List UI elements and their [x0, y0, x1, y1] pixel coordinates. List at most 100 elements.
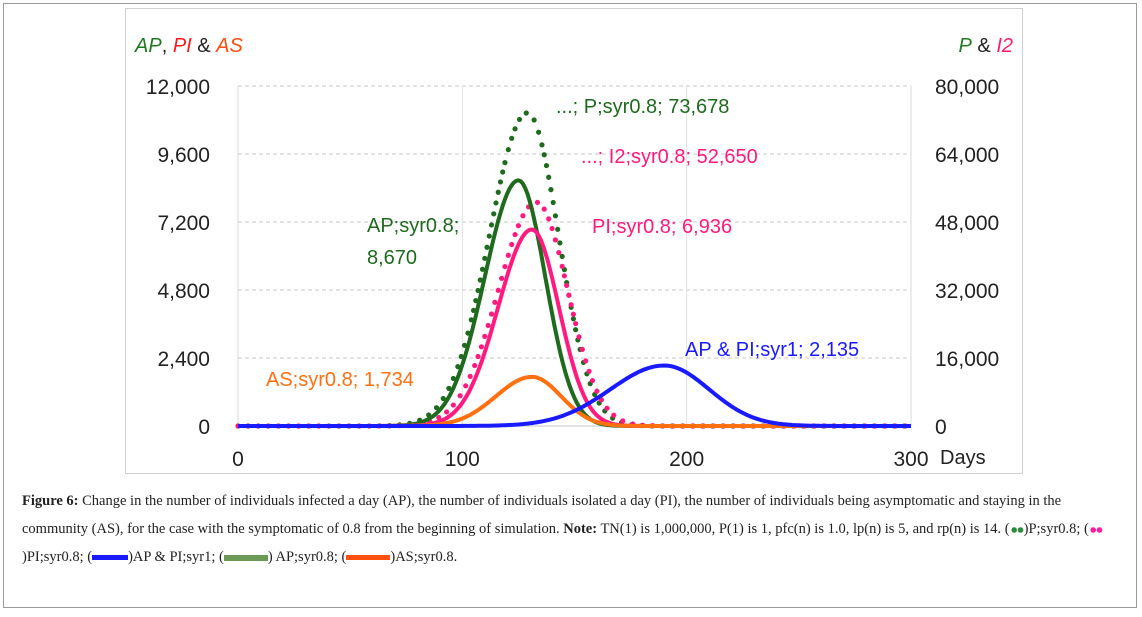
data-point: [611, 412, 617, 418]
data-point: [548, 187, 554, 193]
y-tick-left: 4,800: [157, 280, 210, 303]
data-point: [509, 241, 515, 248]
data-point: [477, 277, 483, 283]
left-axis-title: AP, PI & AS: [134, 35, 244, 57]
data-point: [484, 244, 490, 250]
data-point: [555, 226, 561, 232]
data-point: [512, 126, 518, 132]
caption-text-2: TN(1) is 1,000,000, P(1) is 1, pfc(n) is…: [597, 521, 1010, 537]
data-label-pi: PI;syr0.8; 6,936: [592, 216, 732, 238]
axis-title-part: &: [972, 35, 996, 57]
data-label-ap: AP;syr0.8;: [367, 215, 459, 237]
data-point: [495, 189, 501, 195]
data-point: [488, 222, 495, 228]
figure-frame: [3, 3, 1137, 608]
data-point: [536, 129, 542, 135]
data-point: [492, 299, 498, 305]
data-point: [550, 199, 556, 206]
data-label-p: ...; P;syr0.8; 73,678: [556, 96, 729, 118]
data-point: [497, 179, 504, 185]
data-point: [505, 147, 511, 153]
x-tick: 100: [445, 448, 480, 471]
data-point: [559, 253, 565, 259]
caption-text: Change in the number of individuals infe…: [22, 493, 1062, 537]
data-label-as: AS;syr0.8; 1,734: [266, 369, 414, 391]
data-point: [620, 418, 626, 424]
legend-swatch-i2-dotted: [1088, 524, 1103, 535]
data-point: [556, 250, 562, 256]
figure-label: Figure 6:: [22, 493, 79, 509]
data-point: [495, 287, 501, 293]
data-point: [579, 346, 585, 353]
legend-text: )AS;syr0.8.: [390, 549, 458, 565]
data-point: [502, 263, 508, 270]
data-point: [440, 395, 446, 402]
right-axis-title: P & I2: [959, 35, 1013, 57]
y-tick-right: 64,000: [935, 144, 999, 167]
legend-text: )P;syr0.8; (: [1023, 521, 1089, 537]
note-label: Note:: [563, 521, 598, 537]
data-label-ap-pi-syr1: AP & PI;syr1; 2,135: [685, 339, 859, 361]
legend-swatch-orange: [346, 555, 391, 561]
data-point: [594, 388, 600, 394]
data-point: [491, 211, 497, 217]
data-point: [549, 225, 555, 232]
data-point: [509, 135, 515, 141]
data-point: [568, 302, 574, 308]
y-tick-right: 48,000: [935, 212, 999, 235]
data-point: [482, 255, 488, 261]
x-tick: 300: [893, 448, 928, 471]
axis-title-part: ,: [162, 35, 173, 57]
data-point: [467, 373, 473, 379]
y-tick-left: 9,600: [157, 144, 210, 167]
data-point: [561, 273, 568, 279]
data-point: [566, 292, 572, 298]
data-point: [493, 200, 499, 206]
y-tick-left: 0: [198, 416, 210, 439]
data-point: [570, 316, 576, 322]
legend-swatch-p-dotted: [1009, 524, 1024, 535]
data-point: [552, 213, 559, 219]
data-point: [570, 311, 576, 317]
data-point: [472, 362, 478, 369]
x-tick: 200: [669, 448, 704, 471]
data-point: [485, 322, 491, 329]
data-point: [583, 358, 589, 364]
legend-swatch-blue: [92, 555, 129, 561]
data-point: [586, 368, 592, 374]
data-point: [573, 327, 579, 333]
axis-title-part: PI: [173, 35, 192, 57]
data-point: [475, 353, 481, 360]
y-tick-left: 12,000: [146, 76, 210, 99]
data-point: [482, 333, 488, 339]
data-point: [488, 311, 495, 317]
legend-text: )PI;syr0.8; (: [22, 549, 93, 565]
data-point: [505, 252, 511, 258]
data-point: [543, 162, 550, 169]
data-point: [436, 414, 442, 421]
data-point: [589, 377, 596, 384]
data-point: [502, 160, 508, 166]
data-point: [573, 320, 579, 327]
data-point: [539, 142, 545, 148]
data-point: [552, 237, 559, 243]
data-point: [450, 402, 456, 408]
data-point: [564, 282, 570, 289]
y-tick-left: 2,400: [157, 348, 210, 371]
figure-caption: Figure 6: Change in the number of indivi…: [22, 487, 1122, 571]
data-label-ap-value: 8,670: [367, 247, 417, 269]
data-point: [546, 174, 552, 180]
y-tick-right: 80,000: [935, 76, 999, 99]
axis-title-part: &: [192, 35, 216, 57]
legend-text: )AP & PI;syr1; (: [128, 549, 224, 565]
x-tick: 0: [232, 448, 244, 471]
y-tick-right: 32,000: [935, 280, 999, 303]
data-point: [463, 383, 469, 389]
series-ap-pi-syr1-line: [238, 363, 911, 428]
data-label-i2: ...; I2;syr0.8; 52,650: [581, 146, 758, 168]
y-tick-right: 16,000: [935, 348, 999, 371]
data-point: [520, 213, 526, 219]
data-point: [523, 110, 529, 116]
data-point: [457, 393, 463, 399]
